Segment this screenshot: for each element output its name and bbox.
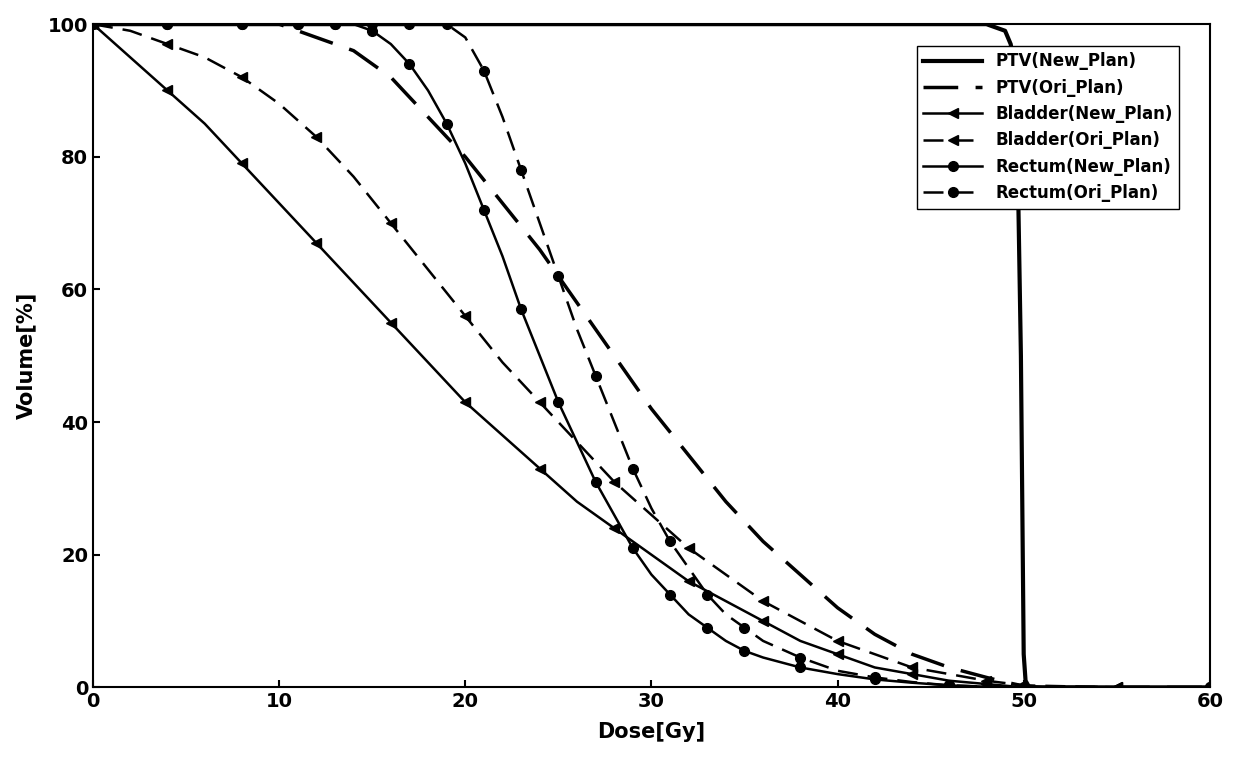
Legend: PTV(New_Plan), PTV(Ori_Plan), Bladder(New_Plan), Bladder(Ori_Plan), Rectum(New_P: PTV(New_Plan), PTV(Ori_Plan), Bladder(Ne… <box>916 46 1179 209</box>
X-axis label: Dose[Gy]: Dose[Gy] <box>598 723 706 742</box>
Y-axis label: Volume[%]: Volume[%] <box>16 292 37 420</box>
